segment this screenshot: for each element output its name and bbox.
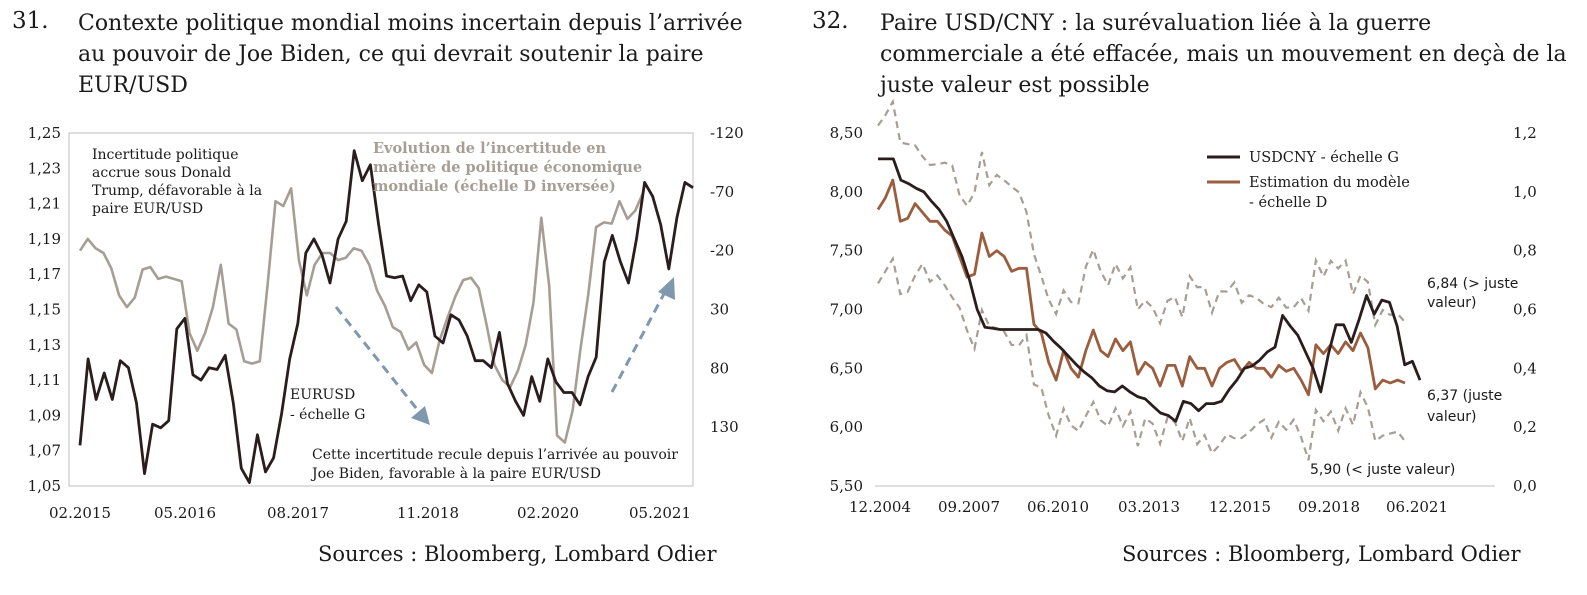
arrow-down bbox=[334, 306, 422, 414]
arrow-up-head bbox=[658, 277, 675, 300]
x-tick-label: 02.2020 bbox=[517, 504, 579, 522]
x-tick-label: 05.2021 bbox=[629, 504, 691, 522]
upper-band-line bbox=[877, 98, 1406, 329]
y-right-tick-label: 0,4 bbox=[1513, 359, 1537, 377]
series-line-eurusd bbox=[78, 149, 694, 484]
x-tick-label: 08.2017 bbox=[267, 504, 329, 522]
y-left-tick-label: 1,11 bbox=[28, 371, 61, 389]
y-left-tick-label: 1,21 bbox=[28, 195, 61, 213]
y-left-tick-label: 1,09 bbox=[28, 406, 61, 424]
chart-panel-31: 31. Contexte politique mondial moins inc… bbox=[0, 0, 780, 595]
annotation-bottom-note: Cette incertitude recule depuis l’arrivé… bbox=[310, 447, 678, 482]
plot-frame bbox=[68, 132, 694, 487]
x-tick-label: 03.2013 bbox=[1118, 498, 1180, 516]
chart-title: Paire USD/CNY : la surévaluation liée à … bbox=[880, 11, 1567, 98]
annotation-upper: 6,84 (> juste valeur) bbox=[1427, 276, 1518, 311]
y-right-tick-label: -70 bbox=[710, 183, 734, 201]
annotation-uncertainty-label: Evolution de l’incertitude en matière de … bbox=[373, 140, 642, 195]
y-left-tick-label: 8,00 bbox=[830, 183, 863, 201]
legend-label-usdcny: USDCNY - échelle G bbox=[1249, 150, 1399, 166]
y-right-tick-label: 0,0 bbox=[1513, 477, 1537, 495]
chart-title: Contexte politique mondial moins incerta… bbox=[78, 11, 743, 98]
y-right-tick-label: 80 bbox=[710, 359, 729, 377]
y-left-tick-label: 1,05 bbox=[28, 477, 61, 495]
y-right-tick-label: -20 bbox=[710, 242, 734, 260]
x-tick-label: 09.2007 bbox=[938, 498, 1000, 516]
x-tick-label: 09.2018 bbox=[1298, 498, 1360, 516]
x-tick-label: 02.2015 bbox=[49, 504, 111, 522]
y-right-tick-label: -120 bbox=[710, 124, 744, 142]
arrow-up bbox=[610, 289, 668, 393]
y-right-tick-label: 0,6 bbox=[1513, 301, 1537, 319]
x-tick-label: 12.2004 bbox=[849, 498, 911, 516]
annotation-lower: 5,90 (< juste valeur) bbox=[1310, 462, 1455, 478]
y-left-tick-label: 1,25 bbox=[28, 124, 61, 142]
arrow-down-head bbox=[411, 406, 430, 425]
x-tick-label: 05.2016 bbox=[154, 504, 216, 522]
annotation-eurusd-label: EURUSD - échelle G bbox=[290, 387, 365, 423]
x-tick-label: 06.2021 bbox=[1386, 498, 1448, 516]
annotation-mid: 6,37 (juste valeur) bbox=[1427, 388, 1502, 425]
y-left-tick-label: 8,50 bbox=[830, 124, 863, 142]
annotation-left-note: Incertitude politique accrue sous Donald T… bbox=[92, 147, 262, 217]
y-right-tick-label: 0,2 bbox=[1513, 418, 1537, 436]
chart-panel-32: 32. Paire USD/CNY : la surévaluation lié… bbox=[800, 0, 1587, 595]
y-left-tick-label: 6,00 bbox=[830, 418, 863, 436]
y-left-tick-label: 1,17 bbox=[28, 265, 61, 283]
x-tick-label: 12.2015 bbox=[1209, 498, 1271, 516]
y-right-tick-label: 1,0 bbox=[1513, 183, 1537, 201]
series-line-uncertainty bbox=[78, 187, 645, 444]
lower-band-line bbox=[877, 255, 1406, 461]
y-right-tick-label: 130 bbox=[710, 418, 739, 436]
y-right-tick-label: 30 bbox=[710, 301, 729, 319]
usdcny-chart: 5,50 6,00 6,50 7,00 7,50 8,00 8,50 0,0 0,2 0,4 0,6… bbox=[830, 98, 1537, 516]
y-right-tick-label: 0,8 bbox=[1513, 242, 1537, 260]
chart-source: Sources : Bloomberg, Lombard Odier bbox=[318, 542, 717, 566]
y-left-tick-label: 1,13 bbox=[28, 336, 61, 354]
y-left-tick-label: 1,07 bbox=[28, 442, 61, 460]
x-tick-label: 06.2010 bbox=[1027, 498, 1089, 516]
chart-number: 32. bbox=[812, 8, 849, 34]
y-right-tick-label: 1,2 bbox=[1513, 124, 1537, 142]
x-tick-label: 11.2018 bbox=[397, 504, 459, 522]
y-left-tick-label: 5,50 bbox=[830, 477, 863, 495]
y-left-tick-label: 1,23 bbox=[28, 159, 61, 177]
series-line-usdcny bbox=[878, 157, 1422, 423]
y-left-tick-label: 7,50 bbox=[830, 242, 863, 260]
eurusd-chart: 1,05 1,07 1,09 1,11 1,13 1,15 1,17 1,19 1,21 1,23… bbox=[28, 124, 744, 522]
y-left-tick-label: 6,50 bbox=[830, 359, 863, 377]
series-line-model bbox=[876, 178, 1406, 397]
chart-number: 31. bbox=[12, 8, 49, 34]
y-left-tick-label: 7,00 bbox=[830, 301, 863, 319]
legend-label-model: Estimation du modèle - échelle D bbox=[1249, 175, 1410, 211]
chart-source: Sources : Bloomberg, Lombard Odier bbox=[1122, 542, 1521, 566]
y-left-tick-label: 1,15 bbox=[28, 301, 61, 319]
y-left-tick-label: 1,19 bbox=[28, 230, 61, 248]
